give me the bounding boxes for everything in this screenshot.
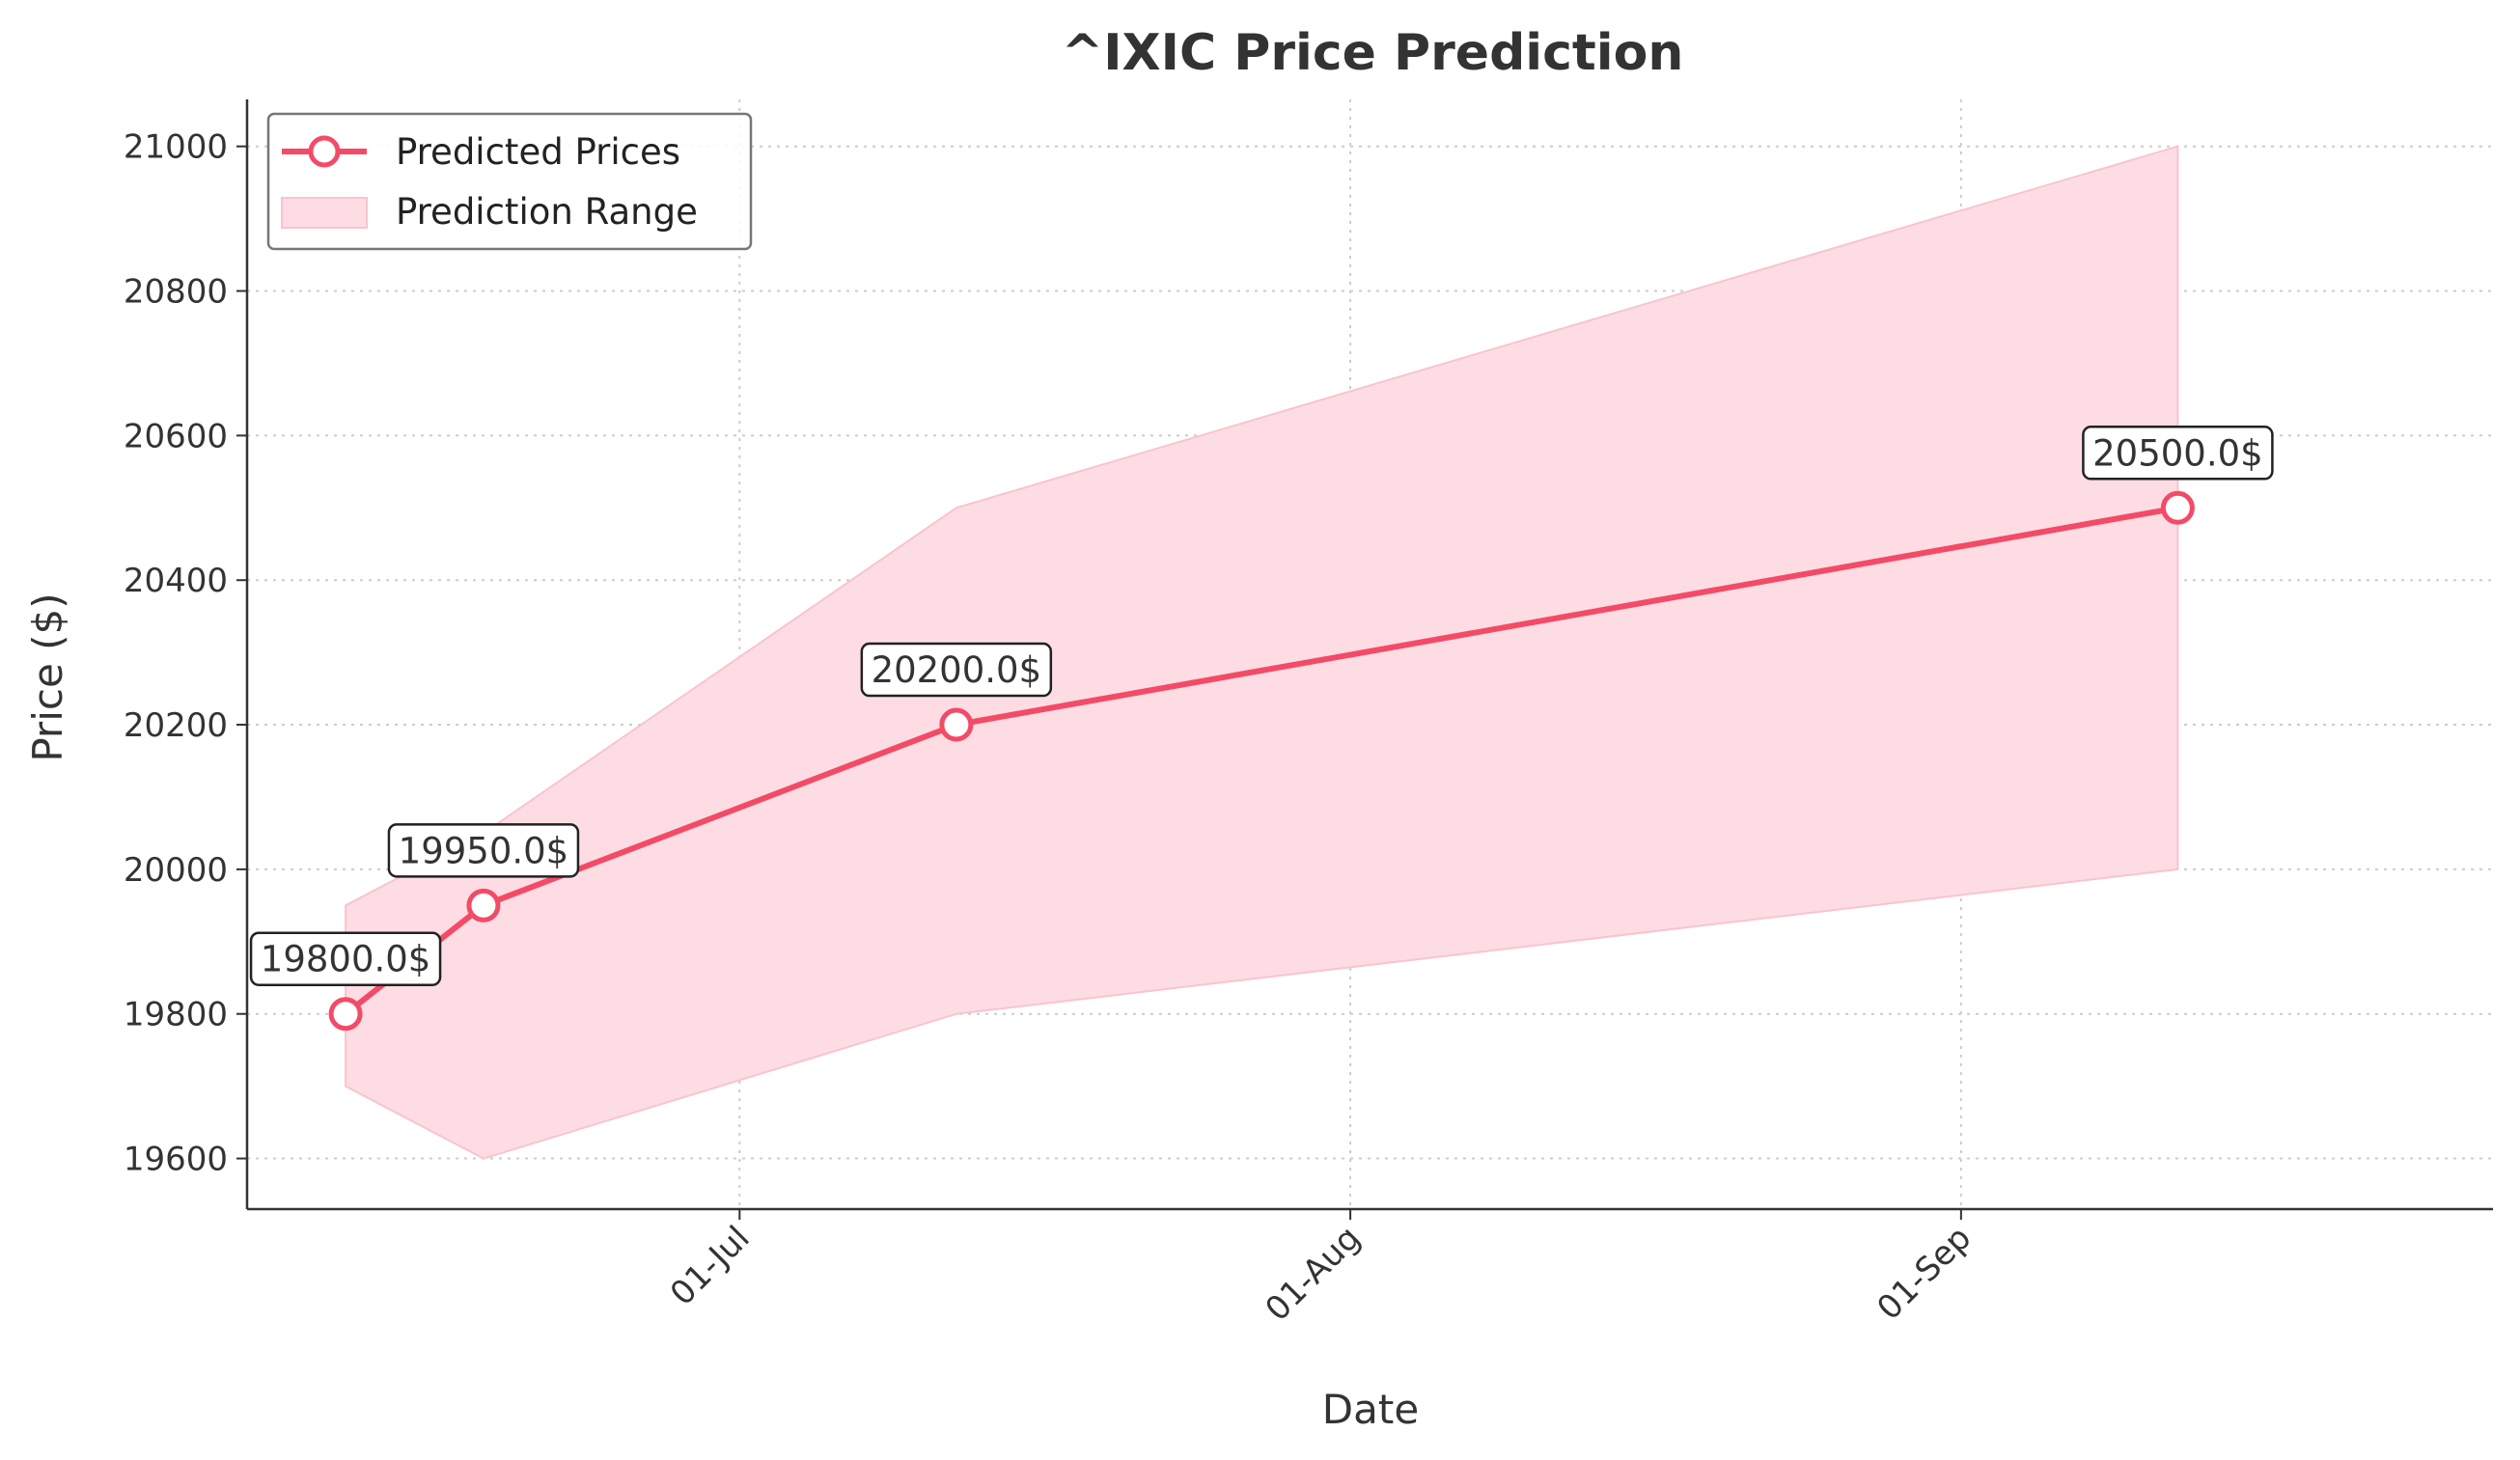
data-label: 19800.0$ bbox=[261, 939, 431, 980]
y-tick-label: 19600 bbox=[124, 1141, 228, 1179]
data-label: 20500.0$ bbox=[2092, 432, 2263, 474]
annotation-layer: 19800.0$ 19950.0$ 20200.0$ 20500.0$ bbox=[249, 426, 2274, 986]
data-label-box bbox=[249, 931, 442, 986]
legend-label-predicted-prices: Predicted Prices bbox=[396, 131, 680, 173]
prediction-range-layer bbox=[345, 145, 2179, 1160]
predicted-price-point bbox=[2160, 490, 2195, 525]
x-tick-label: 01-Jul bbox=[663, 1219, 758, 1313]
chart-title: ^IXIC Price Prediction bbox=[1062, 24, 1684, 82]
legend: Predicted Prices Prediction Range bbox=[266, 112, 753, 251]
y-tick-label: 20000 bbox=[124, 851, 228, 890]
x-tick-label: 01-Sep bbox=[1869, 1219, 1979, 1328]
y-tick-label: 20800 bbox=[124, 273, 228, 312]
data-label: 19950.0$ bbox=[399, 830, 569, 871]
data-label: 20200.0$ bbox=[872, 649, 1042, 691]
y-tick-label: 20600 bbox=[124, 417, 228, 455]
data-label-box bbox=[2082, 426, 2274, 481]
y-tick-label: 20200 bbox=[124, 706, 228, 745]
data-label-box bbox=[860, 642, 1053, 698]
predicted-price-point bbox=[939, 707, 974, 742]
y-tick-label: 19800 bbox=[124, 996, 228, 1034]
predicted-price-point bbox=[328, 997, 363, 1032]
y-tick-label: 20400 bbox=[124, 562, 228, 600]
prediction-range-band bbox=[345, 145, 2179, 1160]
y-axis-title: Price ($) bbox=[24, 592, 71, 761]
legend-marker-swatch bbox=[308, 135, 341, 168]
data-label-box bbox=[387, 823, 580, 878]
legend-range-swatch bbox=[281, 197, 368, 229]
y-tick-label: 21000 bbox=[124, 128, 228, 167]
predicted-price-point bbox=[466, 888, 501, 923]
x-tick-label: 01-Aug bbox=[1258, 1219, 1368, 1329]
legend-label-prediction-range: Prediction Range bbox=[396, 191, 698, 233]
x-axis-title: Date bbox=[1322, 1386, 1419, 1433]
legend-box bbox=[266, 112, 753, 251]
